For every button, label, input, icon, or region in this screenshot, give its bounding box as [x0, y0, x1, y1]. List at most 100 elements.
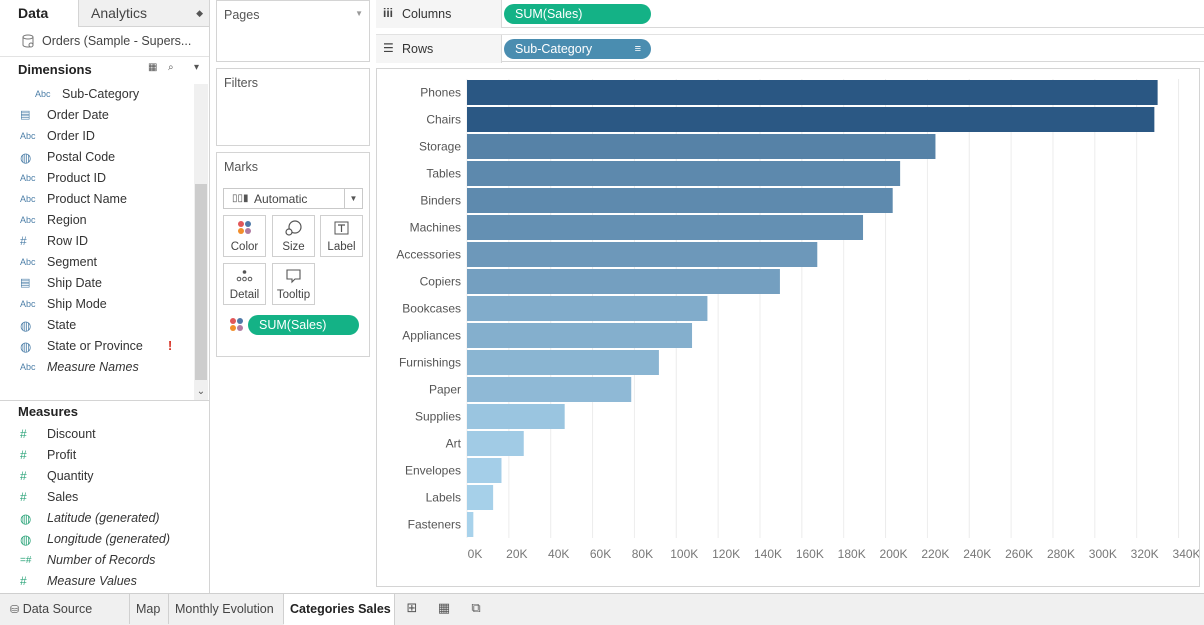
field-label: Row ID	[47, 234, 88, 248]
x-tick-label: 320K	[1131, 547, 1159, 561]
measure-field[interactable]: # Measure Values	[0, 571, 194, 592]
new-worksheet-icon[interactable]: ⊞	[406, 600, 418, 615]
dimension-field[interactable]: Abc Product Name	[0, 189, 194, 210]
search-icon[interactable]: ⌕	[168, 62, 174, 73]
color-button[interactable]: Color	[223, 215, 266, 257]
tab-categories-sales[interactable]: Categories Sales	[284, 594, 395, 625]
dimension-field[interactable]: Abc Sub-Category	[0, 84, 194, 105]
marks-title: Marks	[224, 160, 259, 174]
x-tick-label: 140K	[754, 547, 782, 561]
measure-field[interactable]: # Profit	[0, 445, 194, 466]
tab-monthly-evolution[interactable]: Monthly Evolution	[169, 594, 284, 624]
measure-field[interactable]: ◍ Latitude (generated)	[0, 508, 194, 529]
mark-type-label: Automatic	[254, 192, 308, 206]
size-icon	[285, 220, 302, 236]
columns-shelf: iii Columns SUM(Sales)	[376, 0, 1204, 28]
measure-field[interactable]: ◍ Longitude (generated)	[0, 529, 194, 550]
bar-art[interactable]	[467, 431, 524, 456]
bar-storage[interactable]	[467, 134, 936, 159]
new-dashboard-icon[interactable]: ▦	[437, 600, 451, 615]
marks-card: Marks ▯▯▮ Automatic ▼ Color Size Label D…	[216, 152, 370, 357]
tab-map[interactable]: Map	[130, 594, 169, 624]
dimension-field[interactable]: Abc Order ID	[0, 126, 194, 147]
filters-shelf[interactable]: Filters	[216, 68, 370, 146]
bar-phones[interactable]	[467, 80, 1158, 105]
x-tick-label: 120K	[712, 547, 740, 561]
bar-accessories[interactable]	[467, 242, 818, 267]
bar-tables[interactable]	[467, 161, 901, 186]
filters-title: Filters	[224, 76, 259, 90]
bar-appliances[interactable]	[467, 323, 693, 348]
scroll-thumb[interactable]	[195, 184, 207, 380]
sort-descending-icon[interactable]: ≡	[634, 43, 641, 55]
dimensions-scrollbar[interactable]: ⌄	[194, 84, 208, 400]
tab-data[interactable]: Data	[0, 0, 78, 27]
dimension-field[interactable]: ▤ Order Date	[0, 105, 194, 126]
label-button[interactable]: Label	[320, 215, 363, 257]
field-label: Product Name	[47, 192, 127, 206]
marks-sum-sales-pill[interactable]: SUM(Sales)	[248, 315, 359, 335]
dimension-field[interactable]: Abc Product ID	[0, 168, 194, 189]
bar-furnishings[interactable]	[467, 350, 659, 375]
field-label: Quantity	[47, 469, 94, 483]
dimension-field[interactable]: # Row ID	[0, 231, 194, 252]
dimension-field[interactable]: Abc Ship Mode	[0, 294, 194, 315]
tooltip-label: Tooltip	[276, 289, 311, 301]
color-field-icon	[230, 318, 243, 331]
detail-button[interactable]: Detail	[223, 263, 266, 305]
bar-chart: 0K 20K 40K 60K 80K 100K 120K 140K 160K 180K 200K 22…	[396, 79, 1199, 561]
bar-paper[interactable]	[467, 377, 632, 402]
bar-envelopes[interactable]	[467, 458, 502, 483]
text-icon	[334, 221, 349, 235]
x-tick-label: 340K	[1173, 547, 1199, 561]
bar-fasteners[interactable]	[467, 512, 474, 537]
dimension-field[interactable]: Abc Region	[0, 210, 194, 231]
number-icon: #	[20, 574, 27, 588]
dimension-field[interactable]: ▤ Ship Date	[0, 273, 194, 294]
bar-supplies[interactable]	[467, 404, 565, 429]
rows-sub-category-pill[interactable]: Sub-Category ≡	[504, 39, 651, 59]
tab-data-source[interactable]: ⛁ Data Source	[0, 594, 130, 624]
chevron-down-icon[interactable]: ▼	[344, 189, 362, 208]
pages-dropdown-icon[interactable]: ▼	[355, 9, 363, 18]
scroll-down-icon[interactable]: ⌄	[196, 386, 206, 397]
bar-binders[interactable]	[467, 188, 893, 213]
category-label: Labels	[426, 491, 461, 505]
bar-bookcases[interactable]	[467, 296, 708, 321]
bar-chairs[interactable]	[467, 107, 1155, 132]
tooltip-button[interactable]: Tooltip	[272, 263, 315, 305]
dimension-field[interactable]: ◍ Postal Code	[0, 147, 194, 168]
field-label: Profit	[47, 448, 77, 462]
abc-icon: Abc	[20, 299, 36, 309]
data-pane: Data Analytics ◆ Orders (Sample - Supers…	[0, 0, 210, 593]
abc-icon: Abc	[20, 194, 36, 204]
bar-machines[interactable]	[467, 215, 864, 240]
globe-icon: ◍	[20, 150, 32, 165]
bar-labels[interactable]	[467, 485, 494, 510]
bar-copiers[interactable]	[467, 269, 780, 294]
chart-view: 0K 20K 40K 60K 80K 100K 120K 140K 160K 180K 200K 22…	[376, 68, 1200, 587]
measure-field[interactable]: =# Number of Records	[0, 550, 194, 571]
field-label: Order Date	[47, 108, 109, 122]
mark-type-dropdown[interactable]: ▯▯▮ Automatic ▼	[223, 188, 363, 209]
tab-analytics[interactable]: Analytics ◆	[78, 0, 209, 27]
category-label: Storage	[419, 140, 461, 154]
size-button[interactable]: Size	[272, 215, 315, 257]
measure-field[interactable]: # Quantity	[0, 466, 194, 487]
pages-shelf[interactable]: Pages ▼	[216, 0, 370, 62]
columns-sum-sales-pill[interactable]: SUM(Sales)	[504, 4, 651, 24]
abc-icon: Abc	[20, 257, 36, 267]
dropdown-icon[interactable]: ▾	[194, 62, 200, 73]
dimension-field[interactable]: ◍ State or Province!	[0, 336, 194, 357]
measure-field[interactable]: # Discount	[0, 424, 194, 445]
measure-field[interactable]: # Sales	[0, 487, 194, 508]
dimension-field[interactable]: ◍ State	[0, 315, 194, 336]
view-list-icon[interactable]: ▦	[148, 62, 158, 73]
dimension-field[interactable]: Abc Measure Names	[0, 357, 194, 378]
dimension-field[interactable]: Abc Segment	[0, 252, 194, 273]
datasource-item[interactable]: Orders (Sample - Supers...	[0, 27, 209, 57]
category-label: Paper	[429, 383, 461, 397]
abc-icon: Abc	[20, 362, 36, 372]
new-story-icon[interactable]: ⧉	[471, 600, 481, 615]
tab-analytics-label: Analytics	[91, 5, 148, 21]
